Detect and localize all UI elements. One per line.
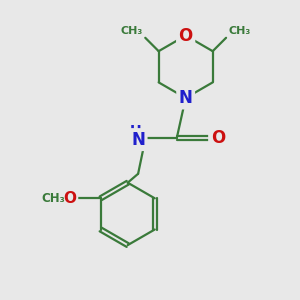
Text: O: O (211, 129, 225, 147)
Text: CH₃: CH₃ (228, 26, 251, 36)
Text: CH₃: CH₃ (41, 192, 65, 205)
Text: H: H (129, 124, 141, 138)
Text: N: N (179, 89, 193, 107)
Text: O: O (63, 191, 76, 206)
Text: O: O (178, 27, 193, 45)
Text: N: N (131, 130, 145, 148)
Text: CH₃: CH₃ (121, 26, 143, 36)
